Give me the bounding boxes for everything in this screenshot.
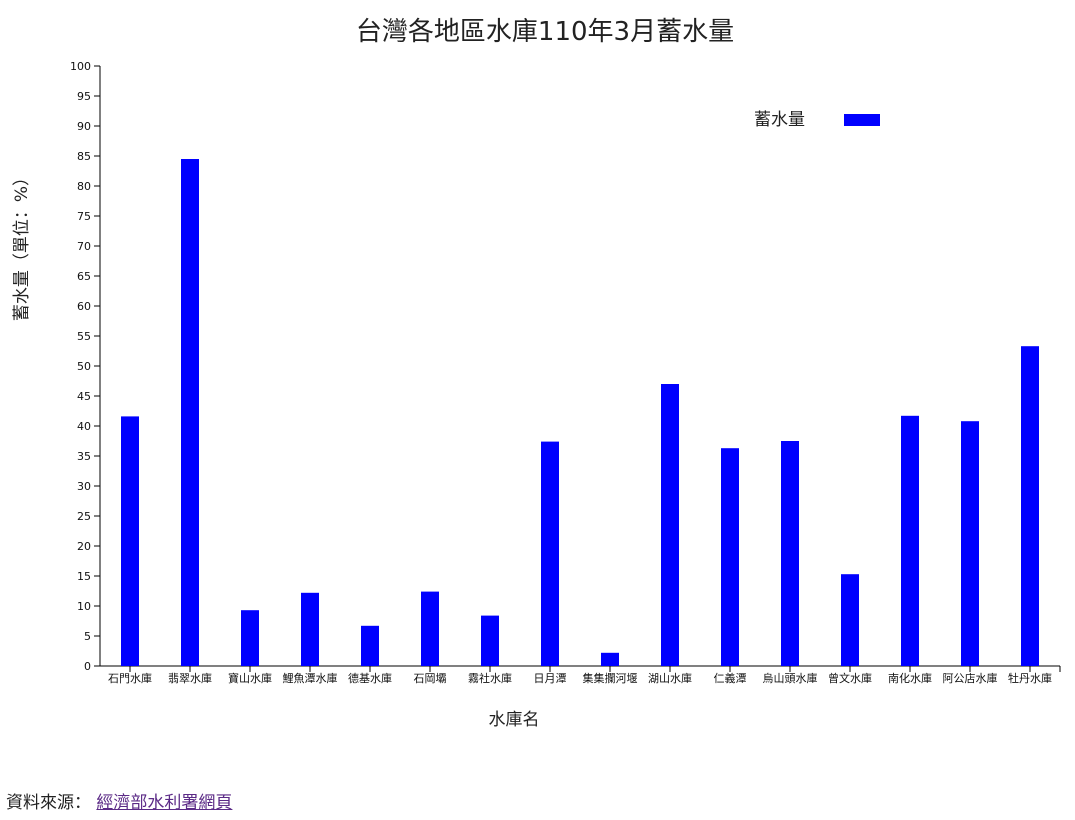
bar bbox=[121, 416, 139, 666]
y-tick-label: 20 bbox=[77, 540, 91, 553]
legend-swatch bbox=[844, 114, 880, 126]
bar bbox=[661, 384, 679, 666]
x-tick-label: 石岡壩 bbox=[414, 672, 447, 685]
bar bbox=[601, 652, 619, 666]
y-tick-label: 30 bbox=[77, 480, 91, 493]
bar bbox=[721, 448, 739, 666]
x-tick-label: 牡丹水庫 bbox=[1008, 671, 1052, 685]
y-tick-label: 10 bbox=[77, 600, 91, 613]
y-axis: 0 5 10 15 20 25 30 35 40 45 50 55 60 65 70 75 80 85 90 95 10… bbox=[70, 60, 101, 673]
x-tick-label: 石門水庫 bbox=[108, 671, 152, 685]
y-tick-label: 5 bbox=[84, 630, 91, 643]
y-tick-label: 95 bbox=[77, 90, 91, 103]
y-axis-label: 蓄水量（單位：%） bbox=[12, 169, 32, 321]
x-tick-label: 德基水庫 bbox=[348, 671, 392, 685]
y-tick-label: 60 bbox=[77, 300, 91, 313]
bar bbox=[181, 159, 199, 666]
x-tick-label: 日月潭 bbox=[534, 672, 567, 685]
bar bbox=[361, 625, 379, 666]
legend: 蓄水量 bbox=[754, 110, 880, 130]
bar bbox=[481, 615, 499, 666]
x-axis: 石門水庫 翡翠水庫 寶山水庫 鯉魚潭水庫 德基水庫 石岡壩 霧社水庫 日月潭 集集攔河堰 湖山水庫… bbox=[100, 665, 1061, 685]
source-line: 資料來源： 經濟部水利署網頁 bbox=[6, 788, 232, 813]
y-tick-label: 15 bbox=[77, 570, 91, 583]
x-tick-label: 仁義潭 bbox=[714, 671, 747, 685]
y-tick-label: 100 bbox=[70, 60, 91, 73]
chart-title: 台灣各地區水庫110年3月蓄水量 bbox=[356, 17, 734, 47]
bar bbox=[841, 574, 859, 666]
bar bbox=[421, 591, 439, 666]
x-tick-label: 南化水庫 bbox=[888, 671, 932, 685]
y-tick-label: 25 bbox=[77, 510, 91, 523]
chart: 台灣各地區水庫110年3月蓄水量 0 5 10 15 20 25 30 35 40 45 50 55 6… bbox=[12, 17, 1061, 730]
bar bbox=[781, 441, 799, 666]
x-tick-label: 曾文水庫 bbox=[828, 671, 872, 685]
x-axis-label: 水庫名 bbox=[489, 710, 540, 730]
x-tick-label: 鯉魚潭水庫 bbox=[283, 671, 338, 685]
y-tick-label: 70 bbox=[77, 240, 91, 253]
bar bbox=[1021, 346, 1039, 666]
legend-label: 蓄水量 bbox=[754, 110, 805, 130]
x-tick-label: 烏山頭水庫 bbox=[763, 671, 818, 685]
bar bbox=[961, 421, 979, 666]
y-tick-label: 45 bbox=[77, 390, 91, 403]
source-label: 資料來源： bbox=[6, 793, 91, 813]
y-tick-label: 55 bbox=[77, 330, 91, 343]
y-tick-label: 0 bbox=[84, 660, 91, 673]
y-tick-label: 90 bbox=[77, 120, 91, 133]
x-tick-label: 集集攔河堰 bbox=[583, 671, 638, 685]
bars bbox=[121, 159, 1039, 666]
y-tick-label: 75 bbox=[77, 210, 91, 223]
y-tick-label: 80 bbox=[77, 180, 91, 193]
y-tick-label: 40 bbox=[77, 420, 91, 433]
y-tick-label: 65 bbox=[77, 270, 91, 283]
y-tick-label: 85 bbox=[77, 150, 91, 163]
x-tick-label: 霧社水庫 bbox=[468, 671, 512, 685]
x-tick-label: 阿公店水庫 bbox=[943, 671, 998, 685]
x-tick-label: 湖山水庫 bbox=[648, 671, 692, 685]
source-link[interactable]: 經濟部水利署網頁 bbox=[96, 793, 233, 813]
bar bbox=[541, 441, 559, 666]
bar bbox=[901, 415, 919, 666]
y-tick-label: 35 bbox=[77, 450, 91, 463]
bar bbox=[301, 592, 319, 666]
x-tick-label: 寶山水庫 bbox=[228, 671, 272, 685]
bar bbox=[241, 610, 259, 666]
y-tick-label: 50 bbox=[77, 360, 91, 373]
x-tick-label: 翡翠水庫 bbox=[168, 671, 212, 685]
